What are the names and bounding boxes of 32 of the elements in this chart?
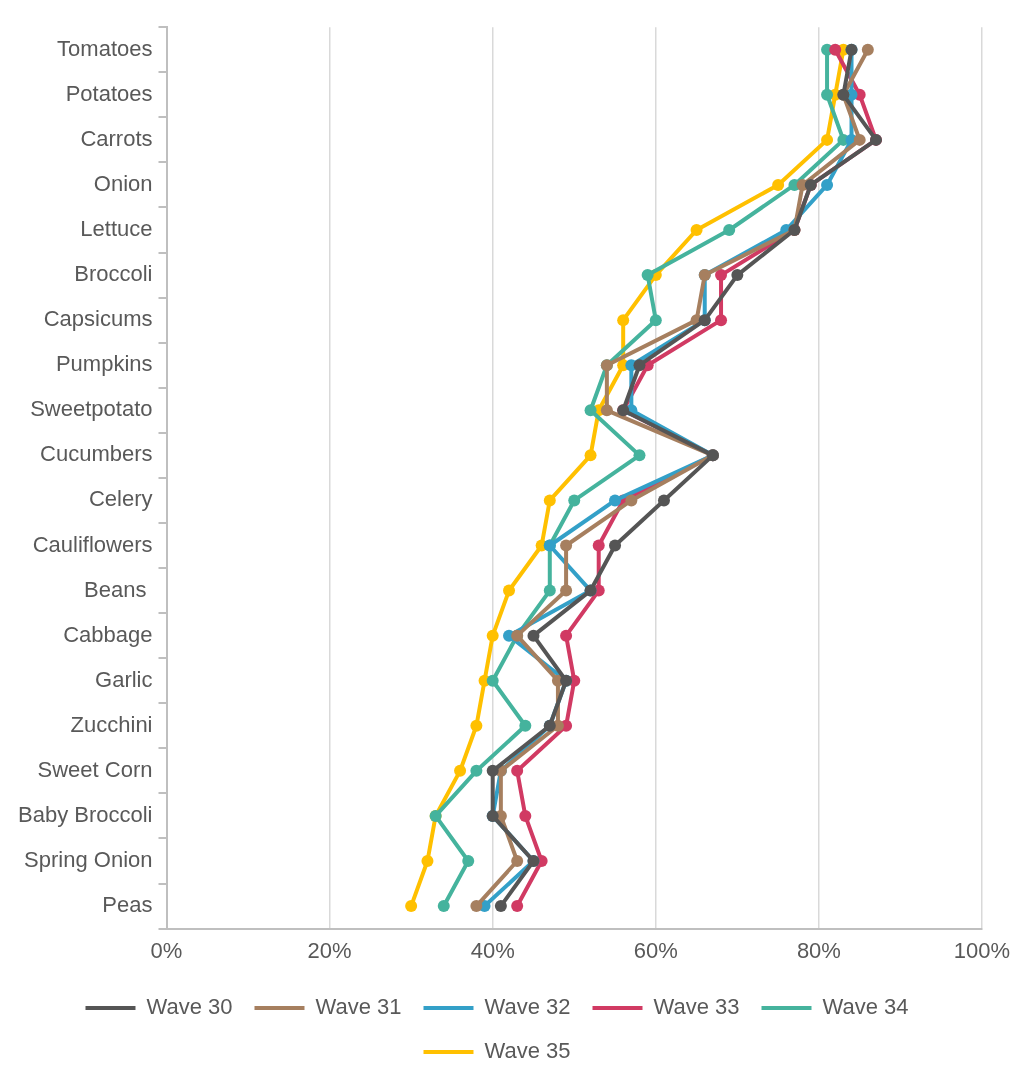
y-tick-label: Capsicums xyxy=(43,306,153,332)
y-tick-label: Lettuce xyxy=(80,216,153,242)
y-tick-label: Baby Broccoli xyxy=(17,801,153,827)
x-tick-label: 0% xyxy=(150,937,183,963)
y-tick-label: Carrots xyxy=(80,125,153,151)
y-tick-label: Peas xyxy=(102,892,153,918)
x-tick-label: 60% xyxy=(633,937,678,963)
y-tick-label: Zucchini xyxy=(70,711,153,737)
y-tick-label: Broccoli xyxy=(74,261,153,287)
legend-label: Wave 34 xyxy=(822,994,909,1020)
legend-label: Wave 35 xyxy=(484,1038,571,1064)
y-tick-label: Cucumbers xyxy=(40,441,153,467)
y-tick-label: Pumpkins xyxy=(55,351,153,377)
y-tick-label: Spring Onion xyxy=(24,847,153,873)
x-tick-label: 20% xyxy=(307,937,352,963)
legend-label: Wave 31 xyxy=(315,994,402,1020)
y-tick-label: Sweet Corn xyxy=(37,756,153,782)
y-tick-label: Cauliflowers xyxy=(32,531,153,557)
y-tick-label: Celery xyxy=(88,486,153,512)
y-tick-label: Cabbage xyxy=(63,621,153,647)
y-tick-label: Potatoes xyxy=(65,80,153,106)
y-tick-label: Onion xyxy=(93,171,153,197)
y-tick-label: Tomatoes xyxy=(57,35,153,61)
y-tick-label: Beans xyxy=(84,576,153,602)
x-tick-label: 40% xyxy=(470,937,515,963)
y-tick-label: Garlic xyxy=(95,666,153,692)
x-tick-label: 80% xyxy=(796,937,841,963)
legend-label: Wave 30 xyxy=(146,994,233,1020)
legend-label: Wave 33 xyxy=(653,994,740,1020)
y-tick-label: Sweetpotato xyxy=(30,396,153,422)
legend-label: Wave 32 xyxy=(484,994,571,1020)
x-tick-label: 100% xyxy=(953,937,1011,963)
